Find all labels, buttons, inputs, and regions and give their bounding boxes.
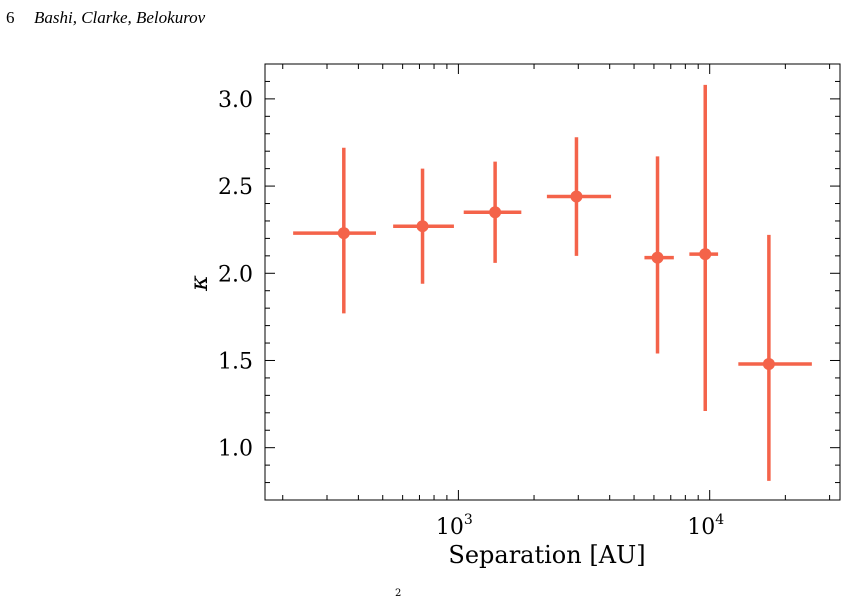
data-point [689, 84, 719, 412]
y-axis-ticks: 1.0 1.5 2.0 2.5 3.0 [218, 63, 840, 501]
footer-fragment: 2 [395, 588, 401, 599]
data-point [644, 156, 674, 354]
point-marker [489, 206, 502, 219]
point-marker [762, 357, 775, 370]
data-point [293, 147, 376, 314]
data-point [393, 168, 454, 284]
x-tick-label: 103 [436, 512, 473, 540]
page-header: 6 Bashi, Clarke, Belokurov [6, 8, 205, 28]
y-tick-label: 2.5 [218, 175, 253, 200]
y-axis-label: κ [185, 275, 213, 292]
y-tick-label: 1.5 [218, 349, 253, 374]
point-marker [337, 227, 350, 240]
point-marker [416, 220, 429, 233]
point-marker [699, 248, 712, 261]
x-axis-label: Separation [AU] [448, 541, 645, 569]
data-points [293, 84, 812, 481]
point-marker [570, 190, 583, 203]
x-tick-label: 104 [687, 512, 724, 540]
y-tick-label: 3.0 [218, 88, 253, 113]
axes-frame [264, 63, 841, 501]
data-point [738, 234, 812, 481]
page-number: 6 [6, 8, 15, 27]
y-tick-label: 1.0 [218, 437, 253, 462]
page-authors: Bashi, Clarke, Belokurov [34, 8, 206, 27]
data-point [546, 137, 612, 256]
x-axis-ticks: 103 104 [282, 64, 831, 540]
plot-frame [264, 63, 841, 501]
data-point [463, 161, 522, 263]
y-tick-label: 2.0 [218, 262, 253, 287]
point-marker [651, 251, 664, 264]
